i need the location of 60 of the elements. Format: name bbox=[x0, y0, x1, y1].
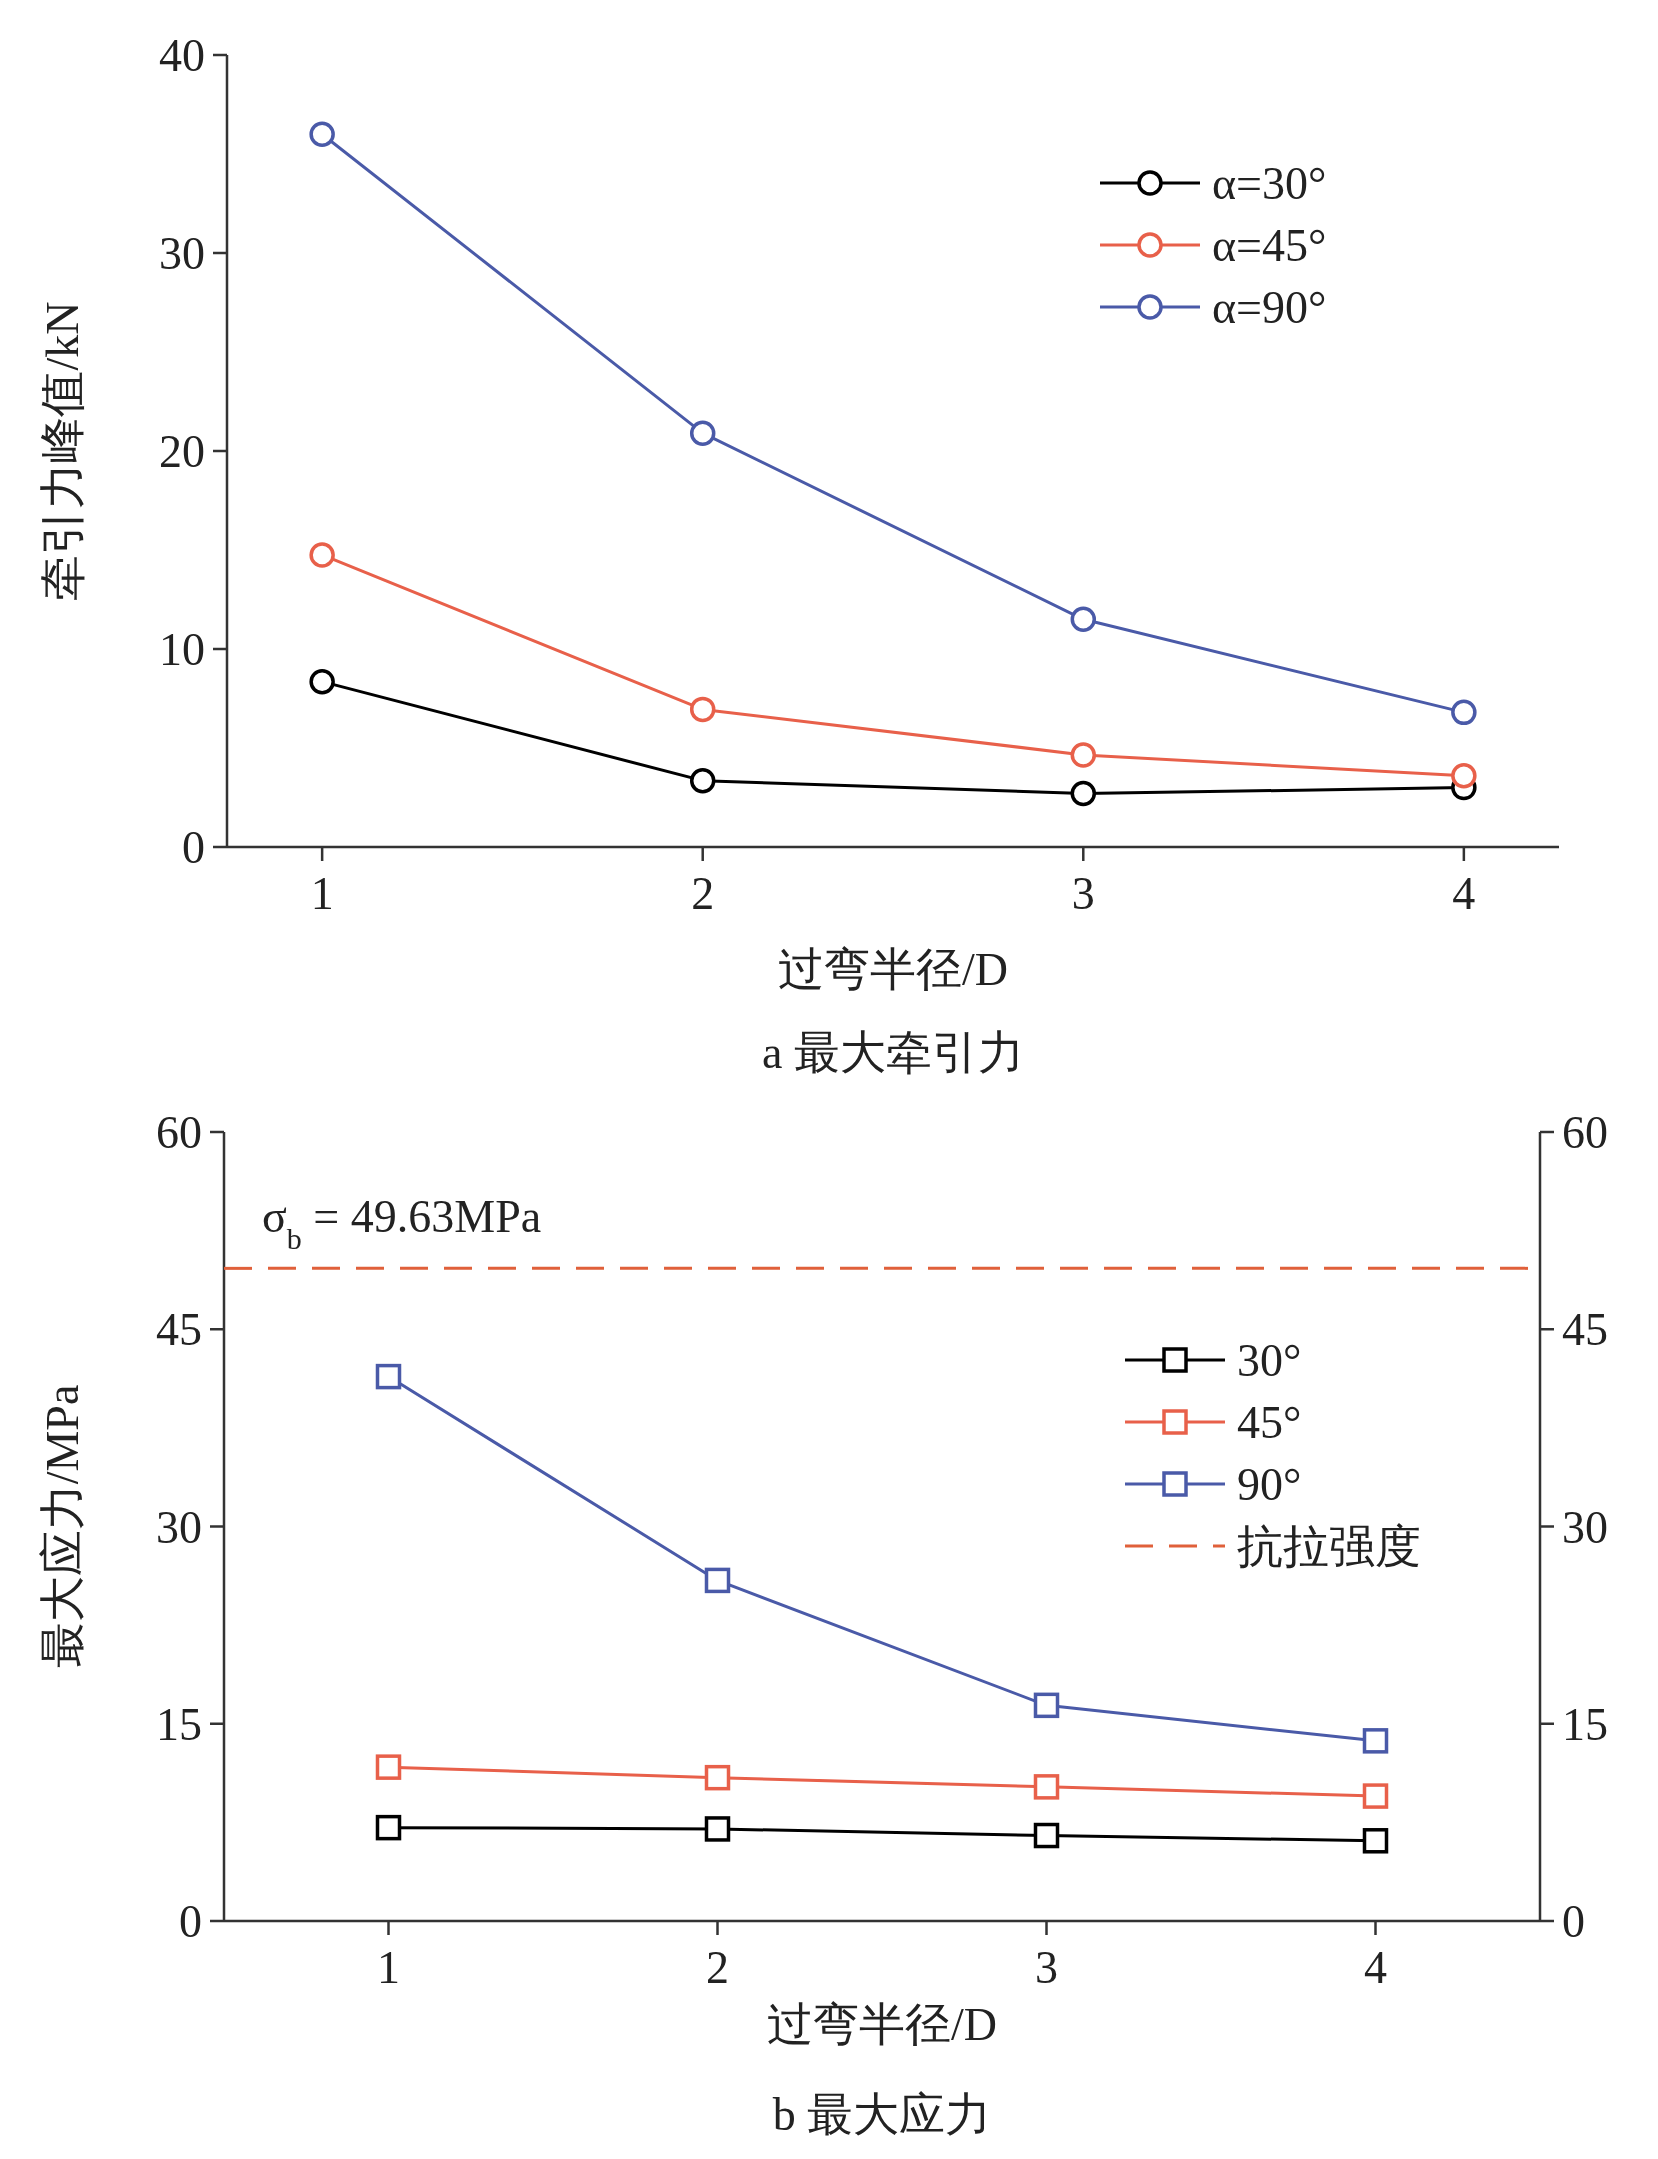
point bbox=[704, 1567, 731, 1594]
x-tick-label: 2 bbox=[691, 868, 715, 919]
y-tick-label: 15 bbox=[156, 1698, 202, 1750]
legend-label: 45° bbox=[1237, 1397, 1302, 1448]
legend-label: α=90° bbox=[1212, 282, 1327, 333]
x-tick-label: 3 bbox=[1071, 868, 1095, 919]
point bbox=[1362, 1728, 1389, 1754]
point bbox=[1070, 742, 1097, 768]
legend-label: 30° bbox=[1237, 1335, 1302, 1386]
point bbox=[309, 668, 335, 695]
y-tick-label: 20 bbox=[159, 426, 205, 477]
point bbox=[1362, 1828, 1389, 1854]
legend-label: 抗拉强度 bbox=[1237, 1521, 1421, 1572]
y-tick-label: 60 bbox=[156, 1107, 202, 1158]
y-tick-label: 30 bbox=[159, 228, 205, 279]
y-axis-title: 牵引力峰值/kN bbox=[36, 301, 88, 601]
x-tick-label: 4 bbox=[1364, 1942, 1387, 1993]
x-tick-label: 4 bbox=[1452, 868, 1476, 919]
point bbox=[689, 420, 716, 446]
text: a 最大牵引力 bbox=[762, 1027, 1024, 1078]
text: b 最大应力 bbox=[772, 2089, 992, 2140]
point bbox=[1033, 1822, 1060, 1849]
point bbox=[704, 1764, 731, 1791]
x-tick-label: 2 bbox=[706, 1942, 729, 1993]
legend-label: α=45° bbox=[1212, 220, 1327, 271]
point bbox=[689, 696, 716, 723]
point bbox=[1033, 1774, 1060, 1800]
y-tick-label: 45 bbox=[156, 1304, 202, 1356]
x-axis-title: 过弯半径/D bbox=[767, 1999, 997, 2050]
point bbox=[704, 1816, 731, 1842]
point bbox=[1362, 1783, 1389, 1809]
point bbox=[309, 121, 335, 147]
y-tick-label: 0 bbox=[182, 822, 205, 873]
y2-tick-label: 30 bbox=[1562, 1501, 1608, 1553]
point bbox=[375, 1814, 402, 1841]
y2-tick-label: 45 bbox=[1562, 1304, 1608, 1356]
y-tick-label: 10 bbox=[159, 624, 205, 675]
y-tick-label: 40 bbox=[159, 30, 205, 81]
x-axis-title: 过弯半径/D bbox=[778, 944, 1008, 995]
legend-label: 90° bbox=[1237, 1459, 1302, 1510]
y2-tick-label: 15 bbox=[1562, 1698, 1608, 1750]
point bbox=[689, 767, 716, 794]
legend-label: α=30° bbox=[1212, 158, 1327, 209]
point bbox=[1033, 1692, 1060, 1719]
point bbox=[1451, 699, 1477, 726]
x-tick-label: 1 bbox=[377, 1942, 400, 1993]
y-tick-label: 0 bbox=[179, 1896, 202, 1947]
point bbox=[1070, 780, 1097, 807]
y-tick-label: 30 bbox=[156, 1501, 202, 1553]
y2-tick-label: 0 bbox=[1562, 1896, 1585, 1947]
y2-tick-label: 60 bbox=[1562, 1107, 1608, 1158]
y-axis-title: 最大应力/MPa bbox=[36, 1384, 88, 1669]
x-tick-label: 1 bbox=[310, 868, 334, 919]
point bbox=[309, 542, 335, 568]
point bbox=[375, 1754, 402, 1780]
point bbox=[1070, 606, 1097, 633]
annotation: σ$_{b}$ = 49.63MPa bbox=[262, 1191, 542, 1255]
x-tick-label: 3 bbox=[1035, 1942, 1058, 1993]
point bbox=[375, 1363, 402, 1390]
point bbox=[1451, 762, 1477, 789]
